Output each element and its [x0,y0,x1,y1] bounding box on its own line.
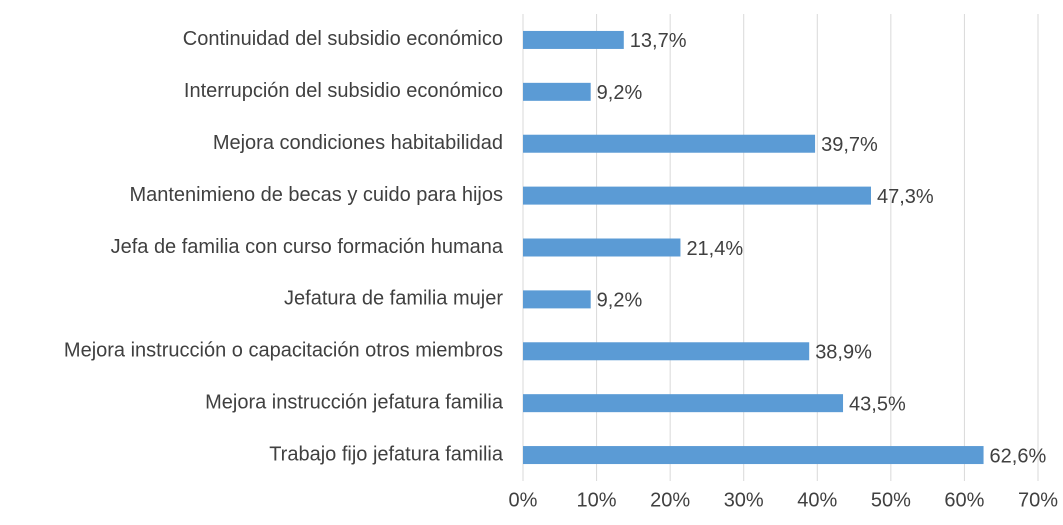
data-label: 39,7% [821,134,878,156]
data-label: 38,9% [815,342,872,364]
x-tick-label: 30% [724,489,764,511]
bar [523,82,591,101]
bar [523,446,984,465]
y-tick-label: Interrupción del subsidio económico [184,80,503,102]
x-tick-label: 70% [1018,489,1058,511]
data-label: 43,5% [849,393,906,415]
data-label: 47,3% [877,186,934,208]
y-tick-label: Jefatura de familia mujer [284,288,503,310]
x-tick-label: 10% [577,489,617,511]
data-label: 13,7% [630,30,687,52]
y-tick-label: Jefa de familia con curso formación huma… [111,236,504,258]
x-tick-label: 20% [650,489,690,511]
y-tick-label: Mejora instrucción jefatura familia [205,391,504,413]
x-tick-label: 60% [944,489,984,511]
y-tick-label: Trabajo fijo jefatura familia [269,443,504,465]
data-label: 62,6% [990,445,1047,467]
bar [523,290,591,309]
x-tick-label: 0% [509,489,538,511]
bar [523,238,681,257]
y-tick-label: Mejora instrucción o capacitación otros … [64,340,503,362]
bar [523,186,871,205]
bar [523,342,810,361]
data-label: 9,2% [597,82,643,104]
x-tick-label: 50% [871,489,911,511]
bar [523,394,844,413]
y-tick-label: Mejora condiciones habitabilidad [213,132,503,154]
y-tick-label: Continuidad del subsidio económico [183,28,503,50]
bar [523,134,816,153]
y-tick-label: Mantenimieno de becas y cuido para hijos [129,184,503,206]
data-label: 9,2% [597,290,643,312]
data-label: 21,4% [686,238,743,260]
x-tick-label: 40% [797,489,837,511]
bar [523,30,624,49]
